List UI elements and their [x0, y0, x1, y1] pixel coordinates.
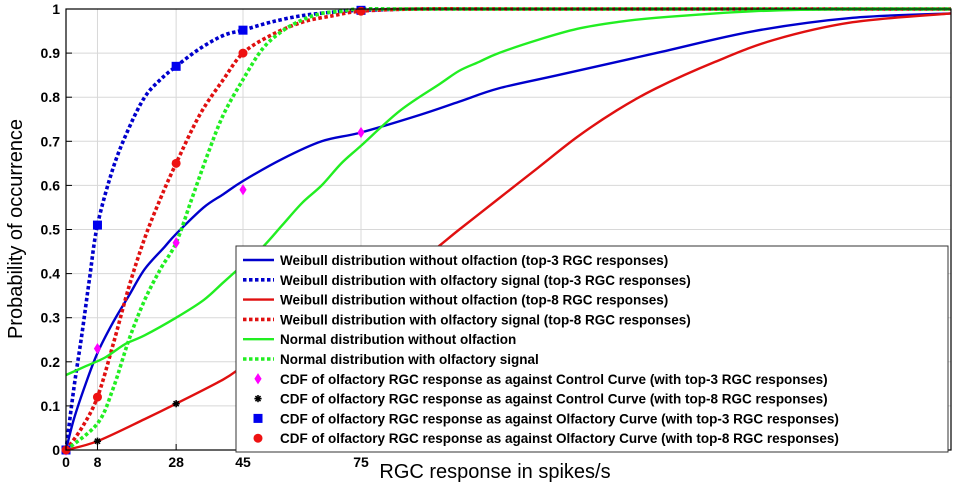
legend: Weibull distribution without olfaction (…: [235, 245, 949, 453]
data-point-star: [93, 437, 102, 445]
data-point-circle: [92, 392, 102, 402]
legend-item: CDF of olfactory RGC response as against…: [253, 431, 839, 446]
data-point-star: [172, 400, 180, 408]
y-tick-label: 1: [52, 1, 60, 17]
x-tick-label: 28: [168, 454, 184, 470]
data-point-circle: [356, 6, 366, 16]
legend-label: CDF of olfactory RGC response as against…: [280, 431, 839, 446]
legend-item: Normal distribution with olfactory signa…: [243, 352, 539, 367]
legend-item: CDF of olfactory RGC response as against…: [253, 411, 839, 426]
series-line-3: [65, 12, 952, 452]
legend-label: CDF of olfactory RGC response as against…: [280, 411, 839, 426]
y-tick-label: 0.3: [41, 310, 61, 326]
data-point-diamond: [93, 342, 102, 355]
legend-label: Weibull distribution without olfaction (…: [280, 253, 668, 268]
data-point-diamond: [172, 237, 180, 249]
y-tick-label: 0: [52, 442, 60, 458]
y-tick-label: 0.2: [41, 354, 61, 370]
y-tick-label: 0.4: [41, 266, 61, 282]
legend-label: Weibull distribution without olfaction (…: [280, 293, 668, 308]
y-tick-label: 0.7: [41, 133, 61, 149]
legend-swatch-marker: [253, 433, 263, 443]
x-tick-label: 8: [94, 454, 102, 470]
y-tick-label: 0.1: [41, 398, 61, 414]
star-stroke: [173, 400, 180, 407]
legend-label: CDF of olfactory RGC response as against…: [280, 372, 828, 387]
data-point-square: [238, 25, 248, 35]
series-line-5: [65, 7, 952, 377]
star-stroke: [94, 438, 101, 445]
legend-box: [235, 245, 949, 453]
data-point-circle: [238, 48, 248, 58]
legend-item: Normal distribution without olfaction: [243, 332, 516, 347]
legend-label: Normal distribution with olfactory signa…: [280, 352, 539, 367]
star-stroke: [254, 395, 262, 402]
y-axis-label: Probability of occurrence: [5, 119, 27, 339]
legend-label: Weibull distribution with olfactory sign…: [280, 273, 691, 288]
data-point-diamond: [239, 184, 247, 196]
x-tick-label: 75: [353, 454, 369, 470]
legend-item: Weibull distribution with olfactory sign…: [243, 312, 691, 327]
legend-item: CDF of olfactory RGC response as against…: [254, 392, 828, 407]
y-tick-label: 0.8: [41, 89, 61, 105]
x-axis-label: RGC response in spikes/s: [379, 461, 610, 483]
data-point-circle: [171, 158, 181, 168]
legend-item: Weibull distribution without olfaction (…: [243, 293, 668, 308]
data-point-diamond: [357, 126, 365, 139]
data-point-square: [92, 220, 102, 230]
legend-item: Weibull distribution with olfactory sign…: [243, 273, 691, 288]
data-point-square: [171, 61, 181, 71]
marker-series-7: [62, 126, 365, 456]
legend-label: Normal distribution without olfaction: [280, 332, 516, 347]
y-tick-label: 0.6: [41, 177, 61, 193]
legend-label: CDF of olfactory RGC response as against…: [280, 392, 828, 407]
legend-swatch-marker: [253, 413, 263, 423]
legend-swatch-marker: [254, 373, 262, 385]
legend-swatch-marker: [254, 395, 262, 403]
legend-item: CDF of olfactory RGC response as against…: [254, 372, 828, 387]
y-tick-label: 0.5: [41, 222, 61, 238]
x-tick-label: 45: [235, 454, 251, 470]
legend-item: Weibull distribution without olfaction (…: [243, 253, 668, 268]
series-line-2: [64, 7, 951, 451]
legend-label: Weibull distribution with olfactory sign…: [280, 312, 691, 327]
y-tick-label: 0.9: [41, 45, 61, 61]
axis-ticks: 0 8 28 45 75 0 0.1 0.2 0.3 0.4 0.5 0.6 0.7 0.8 0.9 1: [41, 1, 369, 470]
series-line-1: [64, 12, 952, 451]
x-tick-label: 0: [62, 454, 70, 470]
